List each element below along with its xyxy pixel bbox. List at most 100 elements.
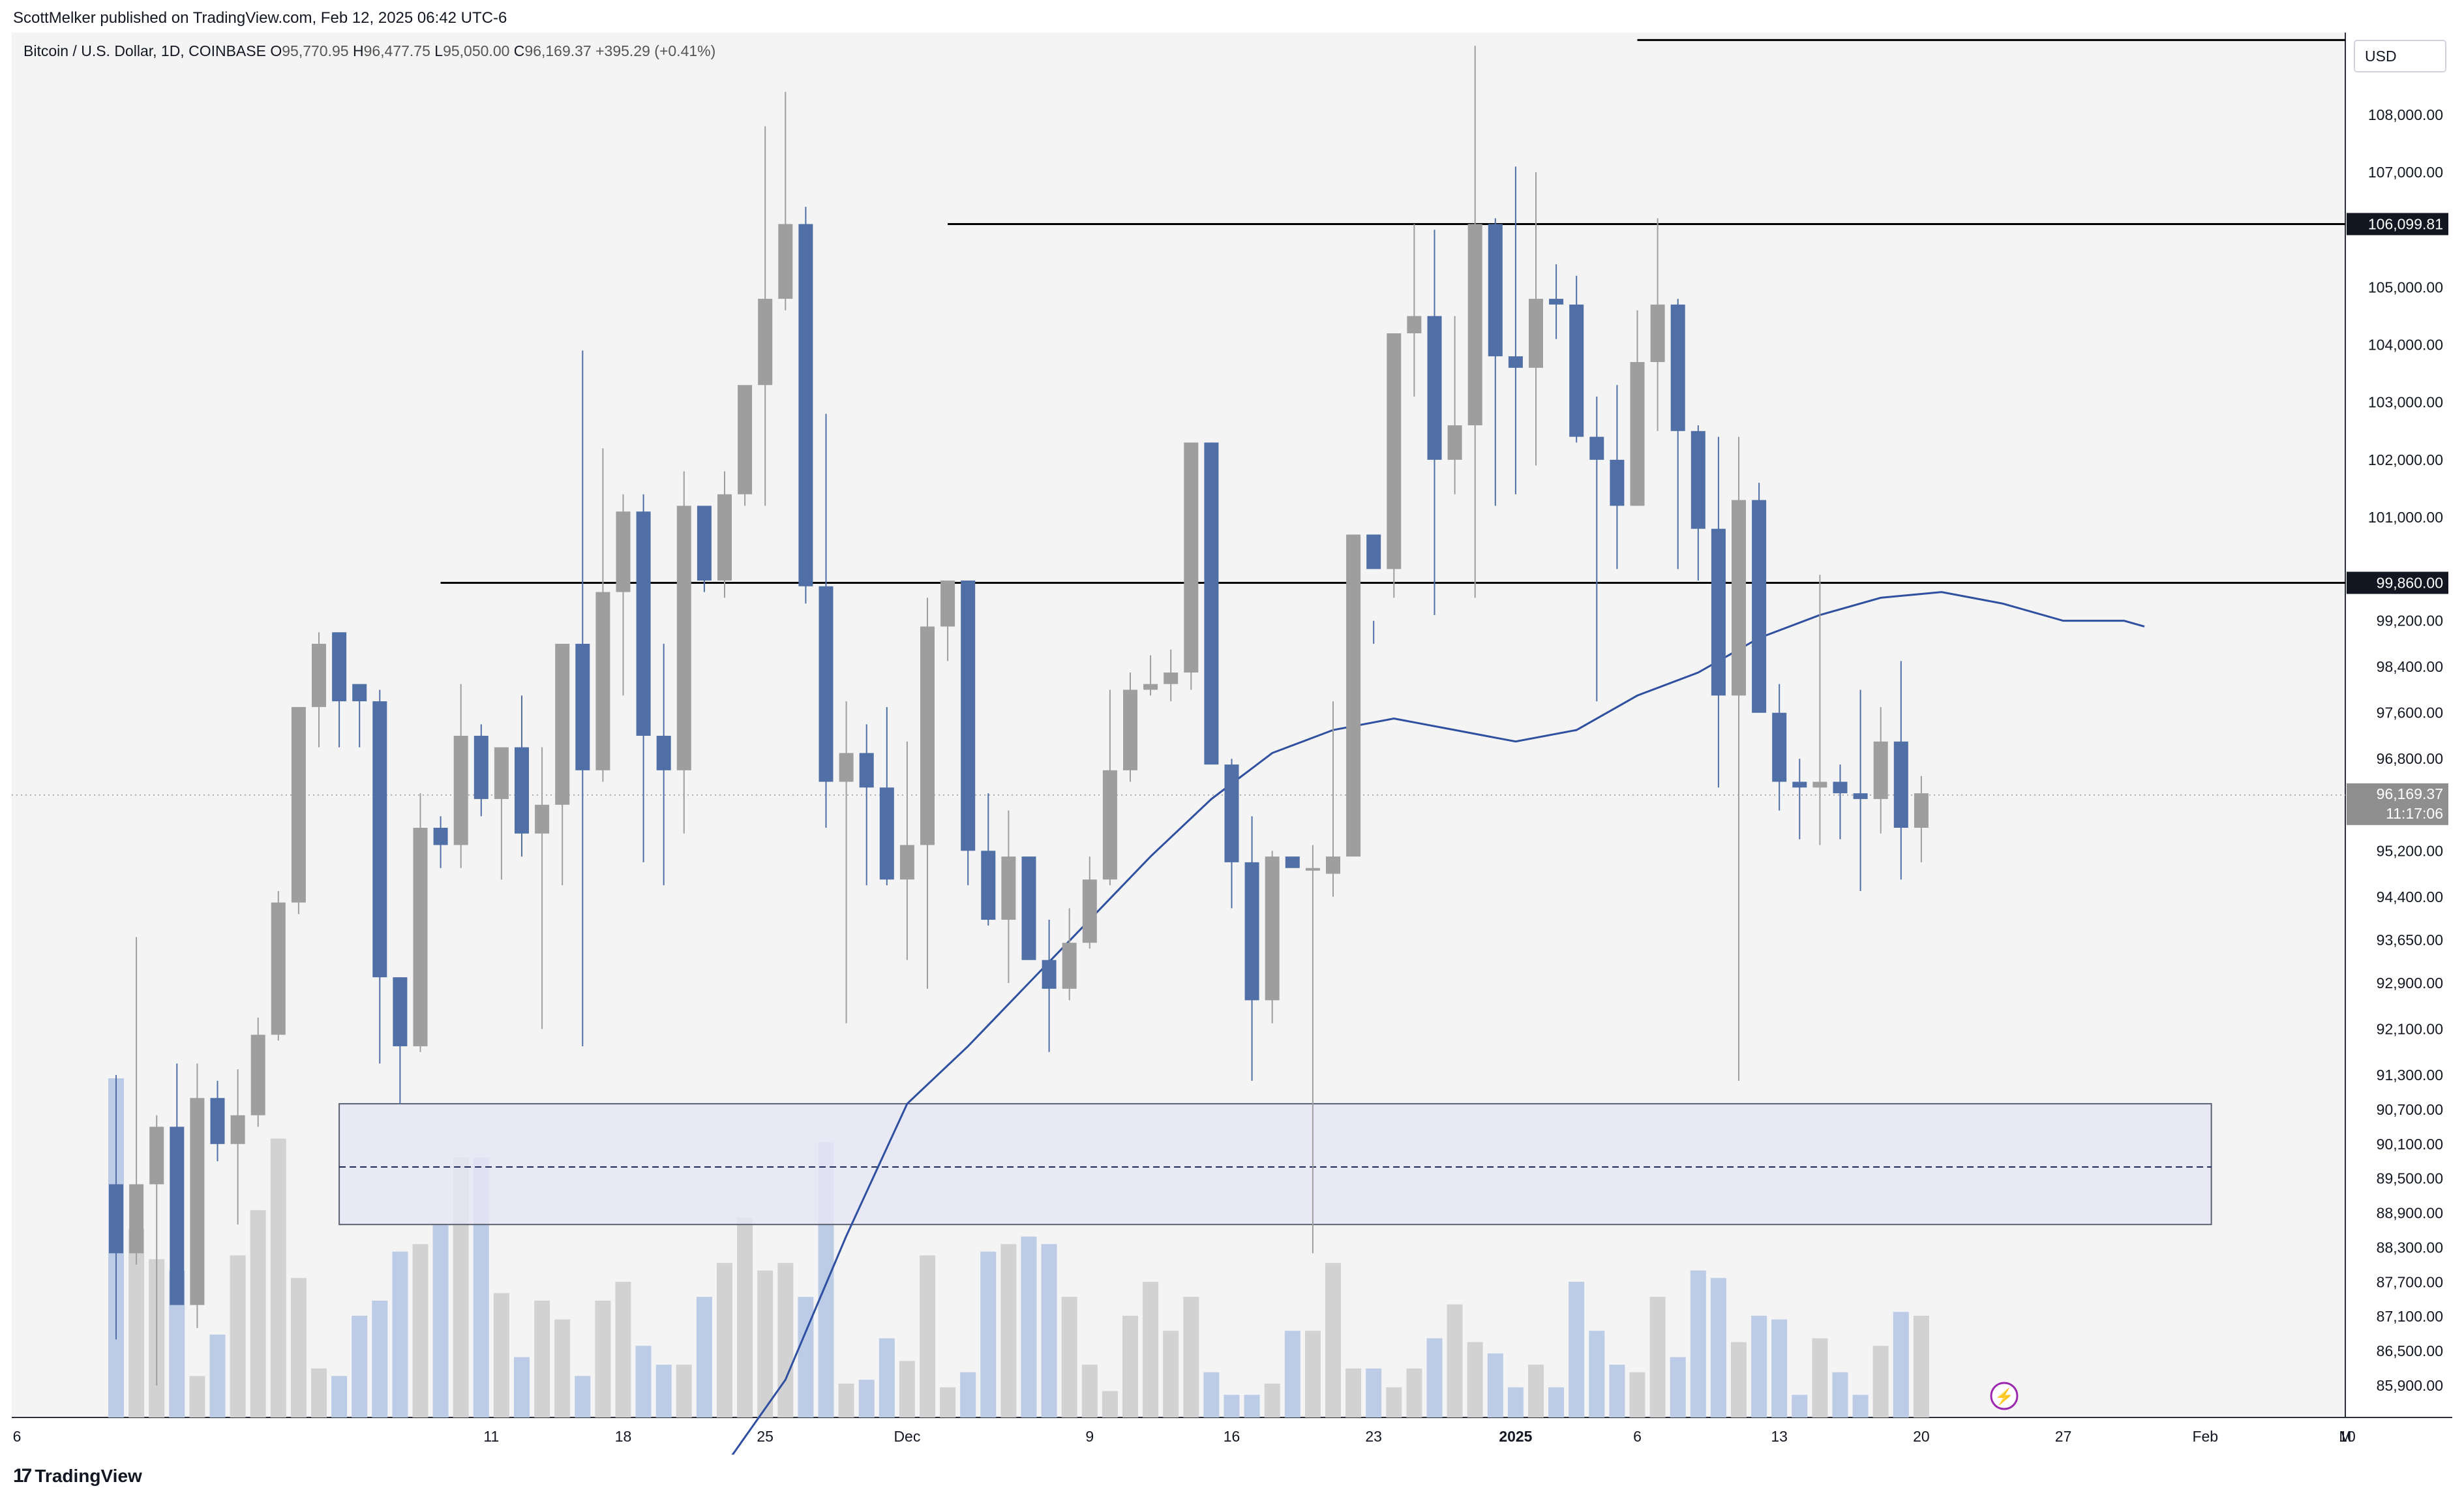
countdown-label: 11:17:06 (2386, 805, 2443, 822)
volume-bar (879, 1338, 895, 1417)
candle-body (1042, 960, 1057, 989)
candle (1549, 264, 1564, 339)
volume-bar (1366, 1368, 1382, 1417)
time-tick-label: 13 (1771, 1428, 1788, 1445)
volume-bar (1264, 1384, 1280, 1417)
candle (1164, 649, 1179, 702)
candle (210, 1080, 225, 1162)
volume-bar (311, 1368, 327, 1417)
time-tick-label: 2025 (1499, 1428, 1532, 1445)
price-tick-label: 105,000.00 (2368, 279, 2443, 295)
currency-box (2354, 40, 2446, 72)
price-level-label-bg (2347, 213, 2448, 235)
price-tick-label: 97,600.00 (2377, 704, 2443, 721)
volume-bar (1061, 1297, 1077, 1417)
volume-bar (432, 1225, 449, 1417)
volume-bar (655, 1365, 672, 1417)
volume-bar (1832, 1372, 1848, 1417)
tradingview-logo[interactable]: 17 TradingView (13, 1465, 142, 1487)
candle-body (453, 735, 468, 845)
price-tick-label: 98,400.00 (2377, 658, 2443, 675)
candle-body (738, 385, 753, 494)
candle (575, 350, 590, 1046)
candle (1752, 483, 1767, 713)
candle (109, 1075, 123, 1340)
candle (555, 643, 570, 886)
chart-frame[interactable]: Bitcoin / U.S. Dollar, 1D, COINBASE O95,… (12, 33, 2452, 1455)
candle-body (494, 747, 509, 799)
volume-bar (696, 1297, 712, 1417)
candle-body (1265, 856, 1280, 1001)
price-tick-label: 88,900.00 (2377, 1205, 2443, 1222)
candle-body (940, 580, 955, 627)
candle-body (616, 511, 631, 592)
time-tick-label: 10 (2339, 1428, 2356, 1445)
volume-bar (1690, 1270, 1706, 1417)
candle (981, 793, 996, 926)
price-tick-label: 99,200.00 (2377, 613, 2443, 629)
candle (1265, 851, 1280, 1023)
candle (697, 506, 712, 592)
candle (1467, 46, 1482, 598)
volume-bar (493, 1293, 509, 1417)
candle-body (1569, 304, 1584, 437)
candle-body (271, 902, 286, 1035)
bolt-icon-circle (1990, 1382, 2019, 1410)
candle (1102, 689, 1117, 886)
price-tick-label: 88,300.00 (2377, 1239, 2443, 1256)
candle-body (1711, 528, 1726, 696)
candle (1732, 436, 1746, 1081)
volume-bar (838, 1384, 854, 1417)
volume-bar (858, 1380, 875, 1417)
candle (738, 385, 753, 506)
candle (170, 1063, 185, 1305)
candle-body (1366, 534, 1381, 569)
candle (1914, 776, 1929, 862)
candle (798, 207, 813, 604)
candle (1610, 385, 1625, 569)
candle (1184, 442, 1199, 690)
candle-body (129, 1184, 144, 1254)
volume-bar (1771, 1319, 1788, 1417)
candle-body (291, 706, 306, 903)
candle-body (717, 494, 732, 581)
candle (372, 689, 387, 1064)
candle (1833, 765, 1848, 840)
volume-bar (209, 1334, 226, 1417)
candle (1082, 856, 1097, 949)
volume-bar (899, 1361, 915, 1417)
candle (961, 580, 976, 886)
volume-bar (1649, 1297, 1666, 1417)
price-level-label: 99,860.00 (2377, 574, 2443, 591)
time-axis-background (12, 1417, 2452, 1455)
candle-body (1164, 673, 1179, 684)
volume-bar (1102, 1391, 1118, 1417)
price-tick-label: 104,000.00 (2368, 337, 2443, 354)
candle (1812, 575, 1827, 845)
candle-body (1001, 856, 1016, 920)
candle-body (433, 827, 448, 845)
demand-zone (338, 1103, 2212, 1226)
candle-body (1082, 879, 1097, 943)
price-level-label: 106,099.81 (2368, 215, 2443, 232)
candlestick-chart[interactable]: Bitcoin / U.S. Dollar, 1D, COINBASE O95,… (12, 33, 2452, 1455)
candle (839, 701, 854, 1023)
candle (879, 706, 894, 886)
volume-bar (1224, 1395, 1240, 1417)
candle-body (372, 701, 387, 978)
volume-bar (1284, 1331, 1300, 1417)
publisher-line: ScottMelker published on TradingView.com… (13, 9, 507, 27)
candle-body (1732, 500, 1746, 696)
candle (1853, 689, 1868, 891)
candle-body (473, 735, 488, 799)
volume-bar (1487, 1353, 1503, 1417)
volume-bar (1528, 1365, 1544, 1417)
candle (859, 724, 874, 886)
candle (433, 816, 448, 868)
volume-bar (1569, 1282, 1585, 1417)
volume-bar (1325, 1263, 1341, 1417)
volume-bar (575, 1376, 591, 1417)
candle (1670, 299, 1685, 569)
price-tick-label: 89,500.00 (2377, 1170, 2443, 1187)
time-tick-label: 6 (1633, 1428, 1642, 1445)
